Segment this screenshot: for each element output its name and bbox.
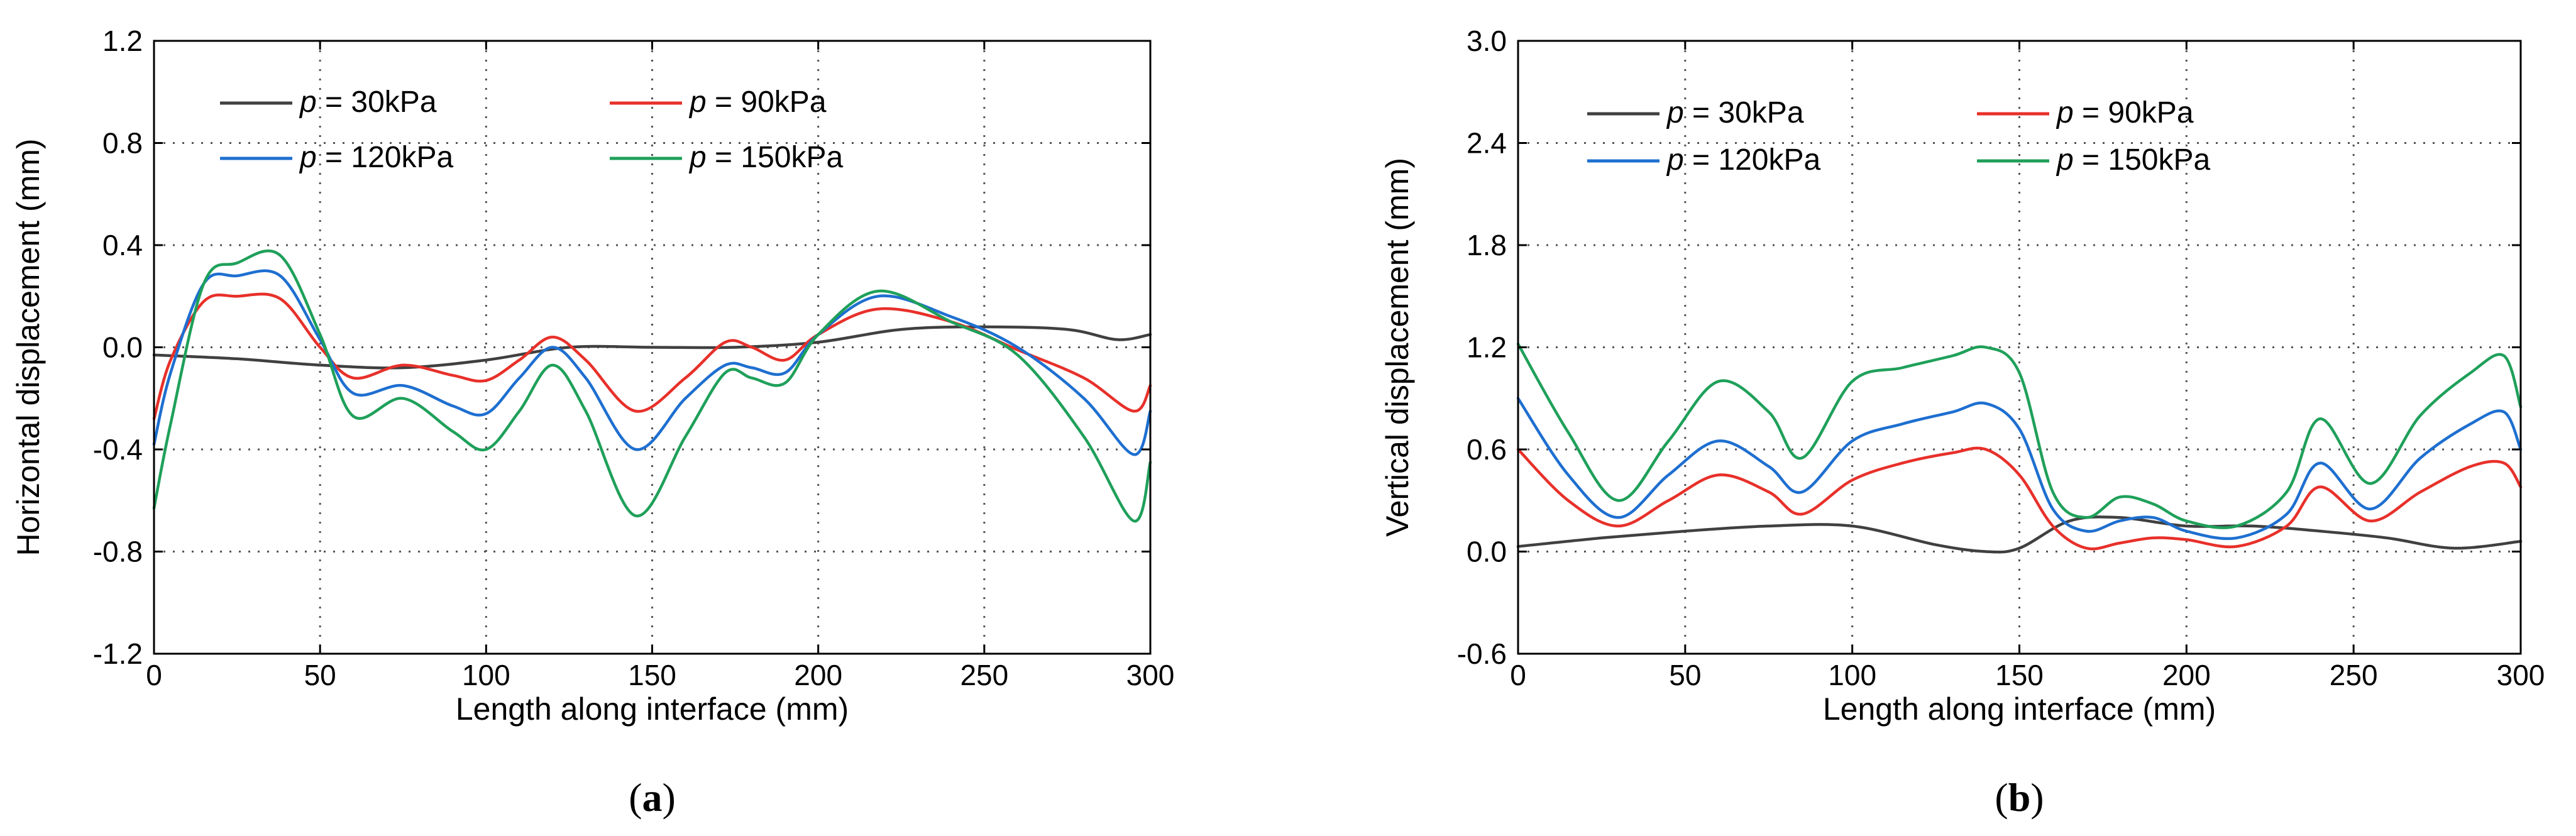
y-tick-label: 0.4 [102, 229, 143, 261]
legend-item-4: p = 150kPa [1977, 143, 2211, 177]
legend-item-1: p = 30kPa [220, 85, 437, 119]
x-tick-label: 0 [146, 659, 162, 691]
x-tick-label: 100 [462, 659, 510, 691]
y-axis-title: Vertical displacement (mm) [1380, 158, 1415, 537]
y-tick-label: -0.6 [1457, 637, 1507, 670]
x-tick-label: 0 [1510, 659, 1526, 691]
series-line-1 [152, 325, 1152, 370]
legend-item-3: p = 120kPa [220, 141, 454, 174]
x-tick-label: 100 [1828, 659, 1876, 691]
legend-label: p = 90kPa [2056, 96, 2194, 129]
y-tick-label: 0.6 [1467, 433, 1507, 466]
y-tick-label: 0.0 [1467, 536, 1507, 568]
legend-label: p = 120kPa [1666, 143, 1821, 177]
chart-panel-a: 0 50 100 150 200 250 300 -1.2 -0.8 -0.4 0.0 0.4 0.8 1… [11, 25, 1174, 820]
y-tick-label: 3.0 [1467, 25, 1507, 57]
legend-item-2: p = 90kPa [1977, 96, 2194, 129]
x-tick-label: 250 [960, 659, 1008, 691]
x-tick-label: 50 [1669, 659, 1701, 691]
series-line-4 [1516, 342, 2523, 529]
panel-label: (a) [629, 775, 676, 820]
x-axis-title: Length along interface (mm) [456, 691, 849, 727]
y-tick-label: 0.0 [102, 331, 143, 364]
series-line-2 [1516, 446, 2523, 551]
x-tick-label: 150 [628, 659, 676, 691]
series-line-3 [1516, 397, 2523, 541]
series-line-1 [1516, 515, 2523, 554]
y-tick-label: 2.4 [1467, 127, 1507, 160]
x-tick-label: 200 [2162, 659, 2211, 691]
x-tick-label: 150 [1995, 659, 2044, 691]
chart-panel-b: 0 50 100 150 200 250 300 -0.6 0.0 0.6 1.2 1.8 2.4 3.0… [1380, 25, 2545, 820]
legend-label: p = 120kPa [299, 141, 454, 174]
legend-label: p = 30kPa [1666, 96, 1804, 129]
series-line-4 [152, 249, 1152, 523]
y-tick-label: -0.4 [93, 433, 143, 466]
y-tick-label: -0.8 [93, 536, 143, 568]
x-tick-label: 50 [304, 659, 336, 691]
x-tick-label: 300 [1126, 659, 1175, 691]
y-tick-label: 1.2 [1467, 331, 1507, 364]
series-line-3 [152, 269, 1152, 456]
y-tick-label: 1.8 [1467, 229, 1507, 261]
y-tick-label: 0.8 [102, 127, 143, 160]
x-axis-title: Length along interface (mm) [1823, 691, 2216, 727]
legend-item-2: p = 90kPa [610, 85, 827, 119]
x-tick-label: 200 [794, 659, 842, 691]
legend-label: p = 30kPa [299, 85, 437, 119]
x-tick-label: 300 [2497, 659, 2545, 691]
y-axis-title: Horizontal displacement (mm) [11, 138, 46, 556]
y-tick-label: -1.2 [93, 637, 143, 670]
legend-label: p = 90kPa [688, 85, 827, 119]
y-tick-label: 1.2 [102, 25, 143, 57]
legend-item-1: p = 30kPa [1587, 96, 1804, 129]
legend-item-4: p = 150kPa [610, 141, 844, 174]
x-tick-label: 250 [2330, 659, 2378, 691]
legend-label: p = 150kPa [2056, 143, 2211, 177]
legend-label: p = 150kPa [688, 141, 844, 174]
legend-item-3: p = 120kPa [1587, 143, 1821, 177]
panel-label: (b) [1995, 775, 2044, 820]
